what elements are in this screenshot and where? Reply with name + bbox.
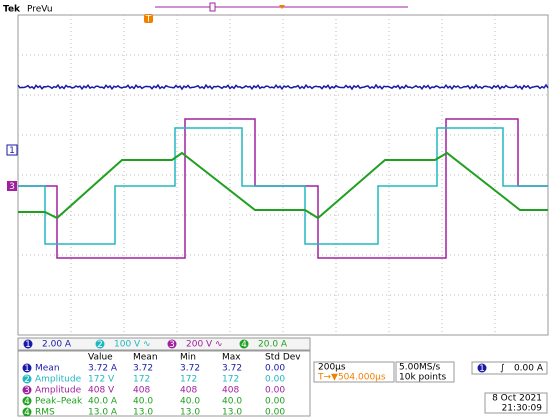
cell: 0.00	[265, 364, 285, 374]
cell: 172	[222, 375, 239, 385]
cell: 3.72	[222, 364, 242, 374]
date: 8 Oct 2021	[492, 394, 542, 404]
cell: 0.00	[265, 408, 285, 418]
row-icon	[22, 374, 32, 384]
cell: 172	[180, 375, 197, 385]
brand: Tek	[3, 5, 21, 15]
cell: 3.72	[180, 364, 200, 374]
row-label: Peak–Peak	[35, 397, 83, 407]
channel-num: 2	[97, 340, 103, 350]
channel-scale: 20.0 A	[258, 340, 288, 350]
measure-panel	[17, 350, 311, 417]
column-header: Std Dev	[265, 353, 301, 363]
ch4-wave	[18, 151, 548, 220]
ch1-wave	[17, 83, 549, 91]
cell: 0.00	[265, 386, 285, 396]
row-ch: 4	[24, 397, 30, 407]
grid	[18, 15, 548, 335]
channel-bar	[17, 337, 311, 351]
cell: 40.0 A	[88, 397, 118, 407]
row-label: Mean	[35, 364, 60, 374]
cell: 408	[222, 386, 239, 396]
cell: 0.00	[265, 375, 285, 385]
trigger-pos	[279, 5, 285, 9]
cell: 0.00	[265, 397, 285, 407]
column-header: Max	[222, 353, 241, 363]
ch1-marker	[6, 144, 18, 156]
cell: 40.0	[180, 397, 200, 407]
cell: 172 V	[88, 375, 115, 385]
cell: 40.0	[222, 397, 242, 407]
mode: PreVu	[27, 5, 53, 15]
channel-icon	[239, 339, 249, 349]
channel-icon	[95, 339, 105, 349]
trigger-ch-icon	[477, 363, 487, 373]
channel-num: 4	[241, 340, 247, 350]
row-label: Amplitude	[35, 386, 82, 396]
channel-scale: 100 V ∿	[114, 340, 151, 350]
cell: 3.72	[133, 364, 153, 374]
cell: 3.72 A	[88, 364, 118, 374]
trigger-slope: ∫	[500, 364, 505, 374]
cell: 408	[133, 386, 150, 396]
channel-scale: 200 V ∿	[186, 340, 223, 350]
channel-num: 1	[25, 340, 31, 350]
cell: 13.0	[222, 408, 242, 418]
row-icon	[22, 385, 32, 395]
channel-num: 3	[169, 340, 175, 350]
ch1-label: 1	[9, 146, 15, 156]
rate-box	[395, 361, 455, 383]
cell: 172	[133, 375, 150, 385]
cell: 40.0	[133, 397, 153, 407]
cell: 408 V	[88, 386, 115, 396]
timebase-pos: T→▼504.000µs	[317, 373, 386, 383]
row-ch: 3	[24, 386, 30, 396]
row-icon	[22, 363, 32, 373]
cell: 13.0	[133, 408, 153, 418]
time: 21:30:09	[502, 404, 543, 414]
sample-rate: 5.00MS/s	[399, 363, 441, 373]
ch2-wave	[18, 127, 548, 245]
row-ch: 4	[24, 408, 30, 418]
trigger-level: 0.00 A	[514, 364, 544, 374]
trigger-box	[471, 361, 548, 375]
trigger-ch: 1	[479, 364, 485, 374]
row-label: RMS	[35, 408, 55, 418]
channel-icon	[167, 339, 177, 349]
row-icon	[22, 407, 32, 417]
record-window	[209, 2, 216, 12]
column-header: Mean	[133, 353, 158, 363]
row-ch: 2	[24, 375, 30, 385]
timebase-box	[313, 361, 395, 383]
cell: 408	[180, 386, 197, 396]
timebase-scale: 200µs	[318, 363, 346, 373]
ch3-label: 3	[9, 182, 15, 192]
row-ch: 1	[24, 364, 30, 374]
cell: 13.0 A	[88, 408, 118, 418]
trigger-icon	[144, 14, 153, 23]
channel-icon	[23, 339, 33, 349]
date-box	[484, 392, 548, 414]
column-header: Value	[88, 353, 113, 363]
record-length: 10k points	[399, 373, 446, 383]
column-header: Min	[180, 353, 196, 363]
row-icon	[22, 396, 32, 406]
row-label: Amplitude	[35, 375, 82, 385]
ch3-marker	[7, 181, 17, 191]
cell: 13.0	[180, 408, 200, 418]
trigger-marker: T	[145, 15, 152, 25]
channel-scale: 2.00 A	[42, 340, 72, 350]
